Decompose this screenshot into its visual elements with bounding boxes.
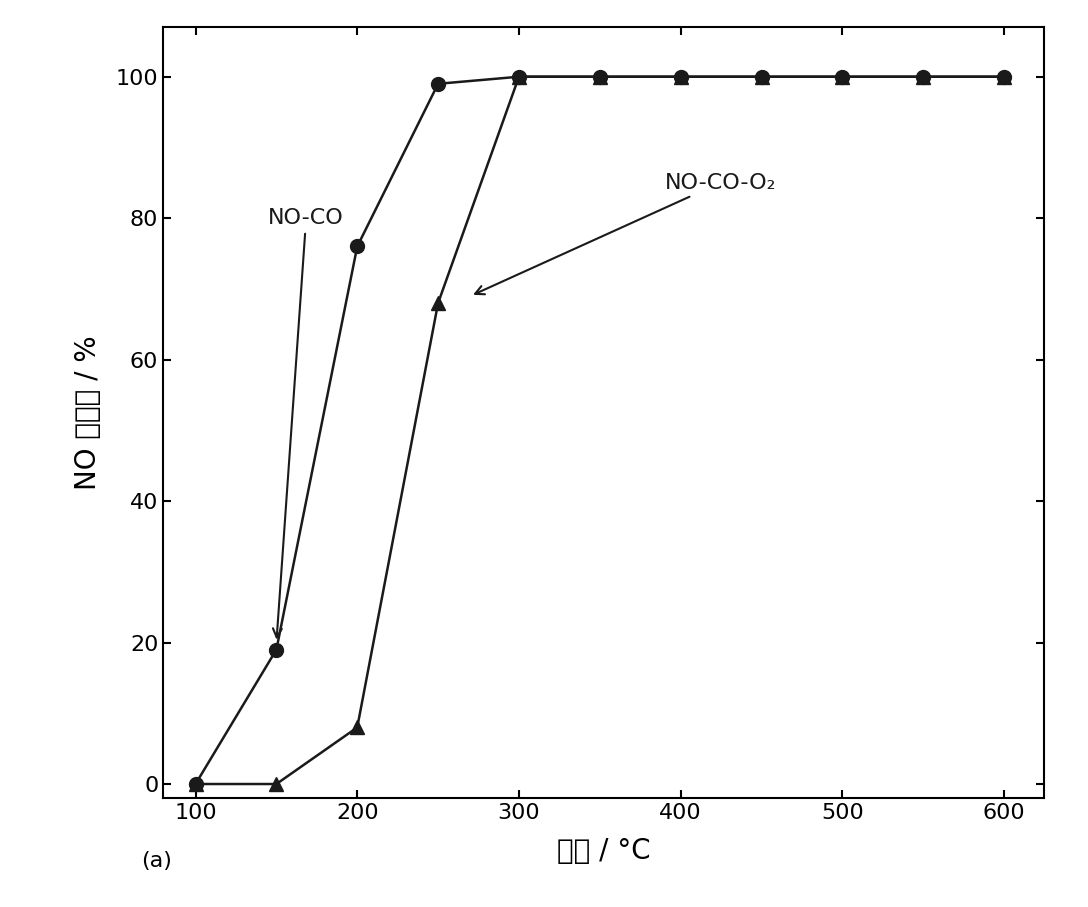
X-axis label: 温度 / °C: 温度 / °C xyxy=(557,837,651,865)
Text: (a): (a) xyxy=(141,851,172,871)
Text: NO-CO-O₂: NO-CO-O₂ xyxy=(475,173,776,294)
Y-axis label: NO 转化率 / %: NO 转化率 / % xyxy=(74,336,102,490)
Text: NO-CO: NO-CO xyxy=(269,209,344,638)
